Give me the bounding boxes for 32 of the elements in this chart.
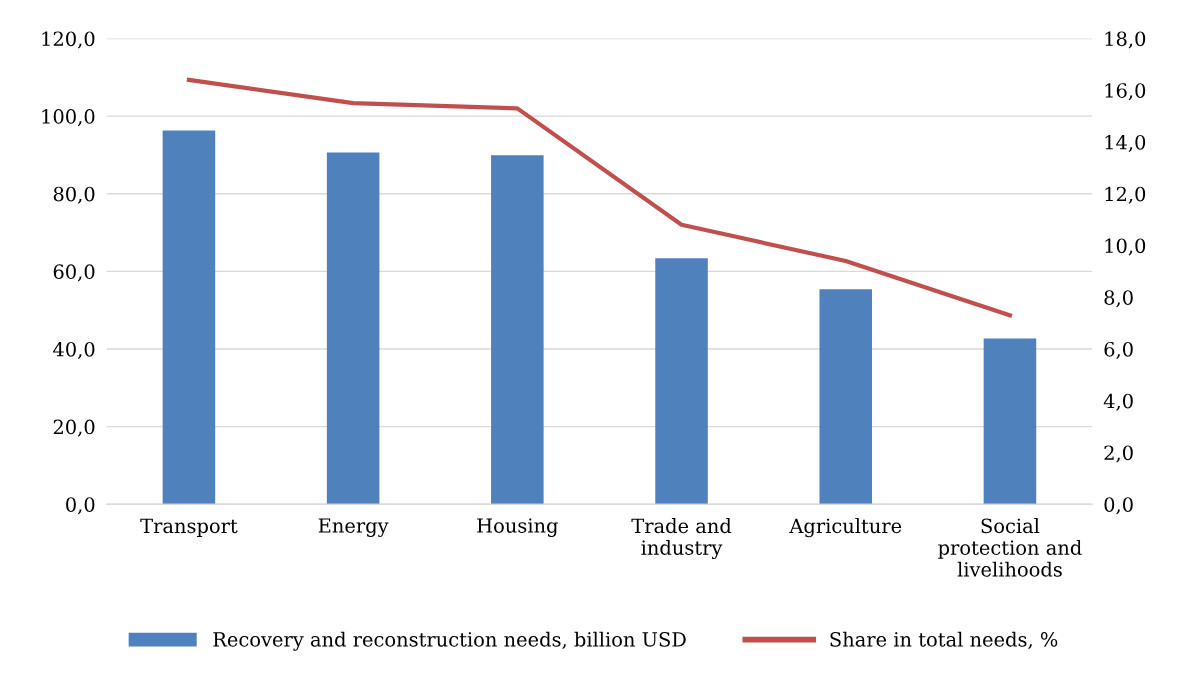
legend-label: Recovery and reconstruction needs, billion USD — [213, 631, 686, 651]
y-tick-label: 100,0 — [42, 109, 95, 127]
bar — [983, 338, 1037, 505]
y2-tick-label: 14,0 — [1105, 134, 1146, 153]
y2-tick-label: 8,0 — [1104, 290, 1133, 308]
y-tick-label: 20,0 — [53, 419, 95, 437]
x-tick-label: Transport — [140, 518, 238, 537]
y2-tick-label: 0,0 — [1104, 497, 1133, 515]
bar — [162, 130, 216, 505]
bar — [491, 155, 544, 505]
legend-label: Share in total needs, % — [830, 631, 1058, 650]
x-tick-label: Trade and industry — [631, 518, 732, 559]
y2-tick-label: 10,0 — [1105, 238, 1146, 256]
x-tick-label: Agriculture — [789, 518, 902, 538]
y2-tick-label: 16,0 — [1105, 83, 1146, 101]
x-tick-label: Housing — [477, 518, 558, 537]
y-tick-label: 40,0 — [53, 341, 95, 360]
y2-tick-label: 2,0 — [1104, 445, 1133, 463]
y2-tick-label: 4,0 — [1103, 393, 1133, 411]
y2-tick-label: 12,0 — [1105, 186, 1146, 204]
y-tick-label: 80,0 — [53, 186, 95, 204]
y2-tick-label: 6,0 — [1104, 341, 1133, 360]
x-tick-label: Social protection and livelihoods — [938, 518, 1082, 577]
y2-tick-label: 18,0 — [1105, 31, 1146, 49]
x-tick-label: Energy — [318, 518, 389, 537]
y-tick-label: 120,0 — [42, 31, 95, 49]
y-tick-label: 0,0 — [66, 497, 95, 515]
bar — [326, 152, 380, 505]
line-series — [186, 77, 1013, 318]
bar — [655, 258, 708, 505]
y-tick-label: 60,0 — [53, 264, 95, 282]
bar — [819, 289, 873, 505]
